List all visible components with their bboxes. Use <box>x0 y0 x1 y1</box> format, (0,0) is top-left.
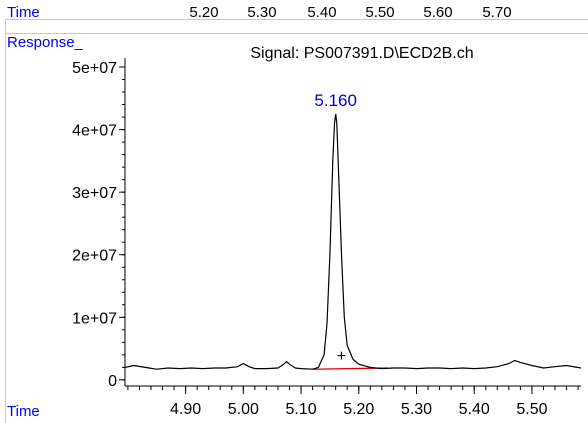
x-tick-label: 5.10 <box>285 401 316 418</box>
signal-trace <box>124 113 582 370</box>
top-axis-ticks: 5.20 5.30 5.40 5.50 5.60 5.70 <box>189 4 511 21</box>
top-axis-tick-label: 5.30 <box>247 4 276 21</box>
x-tick-label: 5.50 <box>516 401 547 418</box>
x-tick-label: 5.00 <box>228 401 259 418</box>
plot-axes <box>124 58 581 387</box>
x-axis-ticks: 4.90 5.00 5.10 5.20 5.30 5.40 5.50 <box>127 386 579 418</box>
peak-retention-label: 5.160 <box>314 91 357 110</box>
x-tick-label: 5.40 <box>459 401 490 418</box>
top-axis-tick-label: 5.60 <box>423 4 452 21</box>
top-axis-label: Time <box>7 4 40 21</box>
chart-title: Signal: PS007391.D\ECD2B.ch <box>250 45 473 62</box>
y-tick-label: 2e+07 <box>72 248 117 265</box>
top-axis-tick-label: 5.50 <box>365 4 394 21</box>
top-axis-tick-label: 5.70 <box>482 4 511 21</box>
y-tick-label: 5e+07 <box>72 60 117 77</box>
y-axis-ticks: 0 1e+07 2e+07 3e+07 4e+07 5e+07 <box>72 60 125 390</box>
peak-marker: + <box>337 348 346 365</box>
x-tick-label: 4.90 <box>170 401 201 418</box>
x-tick-label: 5.30 <box>401 401 432 418</box>
top-axis-tick-label: 5.40 <box>307 4 336 21</box>
y-tick-label: 1e+07 <box>72 310 117 327</box>
y-tick-label: 4e+07 <box>72 123 117 140</box>
y-axis-label: Response_ <box>7 34 84 51</box>
x-tick-label: 5.20 <box>343 401 374 418</box>
y-tick-label: 0 <box>108 373 117 390</box>
y-tick-label: 3e+07 <box>72 185 117 202</box>
x-axis-label: Time <box>7 403 40 420</box>
top-axis-tick-label: 5.20 <box>189 4 218 21</box>
